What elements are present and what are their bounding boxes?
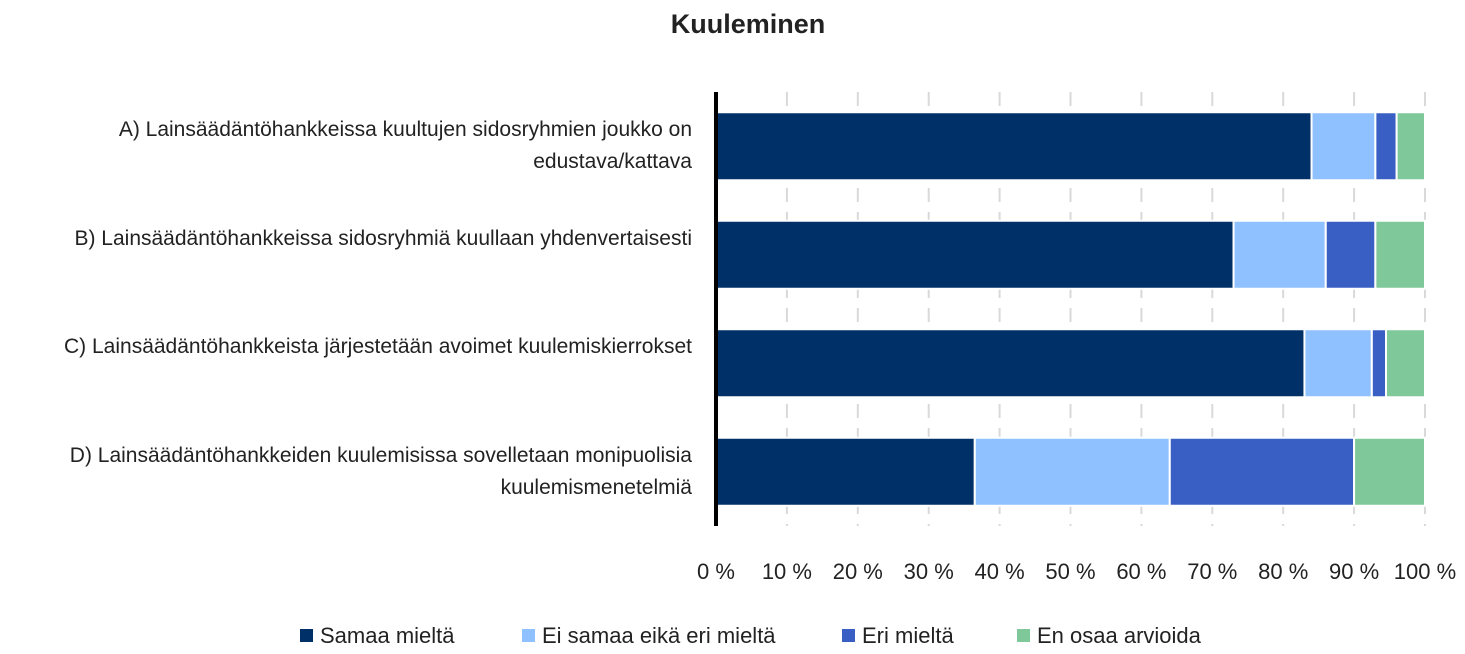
y-tick-label: A) Lainsäädäntöhankkeissa kuultujen sido… — [118, 118, 692, 174]
y-tick-label: D) Lainsäädäntöhankkeiden kuulemisissa s… — [69, 443, 692, 499]
y-tick-label: B) Lainsäädäntöhankkeissa sidosryhmiä ku… — [74, 226, 692, 250]
x-tick-label: 40 % — [975, 559, 1025, 584]
legend-swatch — [300, 629, 313, 642]
x-tick-label: 10 % — [762, 559, 812, 584]
bar-segment — [715, 328, 1306, 399]
bar-segment — [1395, 111, 1427, 182]
x-tick-label: 20 % — [833, 559, 883, 584]
bar-segment — [1310, 111, 1377, 182]
legend-label: Ei samaa eikä eri mieltä — [542, 623, 776, 648]
y-tick-label: C) Lainsäädäntöhankkeista järjestetään a… — [64, 335, 692, 359]
x-tick-label: 80 % — [1258, 559, 1308, 584]
bar-segment — [1353, 436, 1426, 507]
bar-segment — [1370, 328, 1388, 399]
legend-label: Eri mieltä — [862, 623, 954, 648]
bar-segment — [1303, 328, 1373, 399]
legend-label: En osaa arvioida — [1037, 623, 1202, 648]
x-tick-label: 60 % — [1116, 559, 1166, 584]
bar-segment — [1374, 111, 1398, 182]
x-tick-label: 50 % — [1045, 559, 1095, 584]
bar-segment — [715, 219, 1235, 290]
legend-label: Samaa mieltä — [320, 623, 455, 648]
bar-segment — [1374, 219, 1426, 290]
x-tick-label: 100 % — [1394, 559, 1456, 584]
legend-swatch — [522, 629, 535, 642]
x-tick-label: 30 % — [904, 559, 954, 584]
bar-segment — [973, 436, 1171, 507]
bar-segment — [1168, 436, 1356, 507]
x-tick-label: 70 % — [1187, 559, 1237, 584]
bar-segment — [715, 111, 1313, 182]
x-tick-label: 0 % — [697, 559, 735, 584]
legend-swatch — [842, 629, 855, 642]
chart-title: Kuuleminen — [671, 9, 826, 39]
bar-segment — [1324, 219, 1377, 290]
bar-segment — [715, 436, 976, 507]
bar-segment — [1385, 328, 1427, 399]
legend-swatch — [1017, 629, 1030, 642]
x-tick-label: 90 % — [1329, 559, 1379, 584]
bar-segment — [1232, 219, 1327, 290]
